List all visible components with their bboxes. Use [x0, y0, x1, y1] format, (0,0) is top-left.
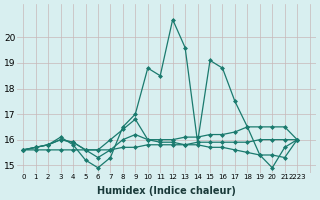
X-axis label: Humidex (Indice chaleur): Humidex (Indice chaleur): [97, 186, 236, 196]
